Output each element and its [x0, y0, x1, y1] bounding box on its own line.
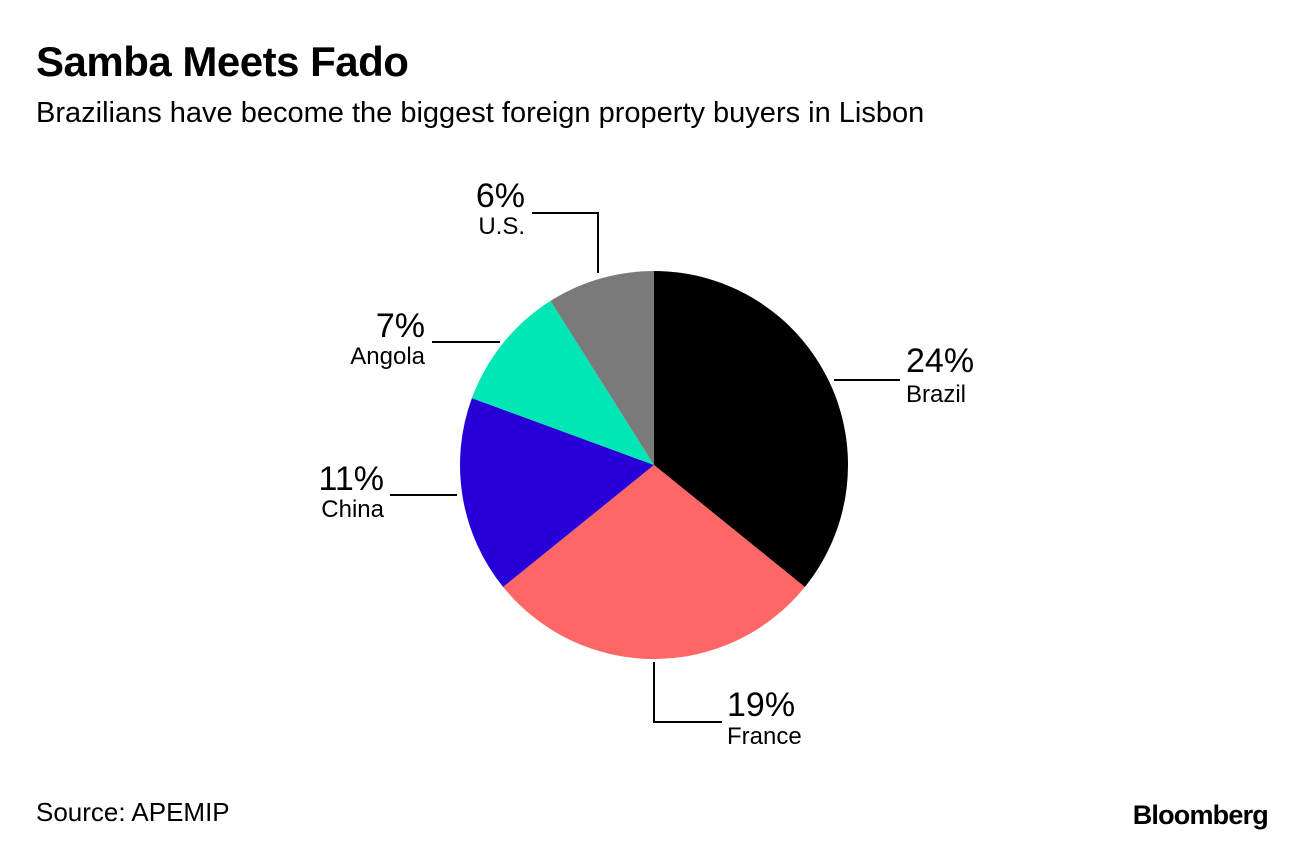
pie-slice-angola [471, 300, 654, 465]
slice-label-brazil: Brazil [906, 381, 966, 408]
slice-value-china: 11% [318, 460, 384, 498]
pie-slice-brazil [654, 271, 848, 587]
slice-labels: 24%Brazil 19%France 11%China 7%Angola 6%U.S. [318, 177, 974, 750]
pie-slices [460, 271, 848, 659]
slice-value-u-s: 6% [476, 177, 525, 215]
slice-label-angola: Angola [350, 343, 425, 370]
pie-slice-china [460, 398, 654, 587]
chart-title: Samba Meets Fado [36, 38, 409, 85]
pie-slice-u-s [550, 271, 654, 465]
slice-value-france: 19% [727, 686, 795, 724]
leader-line-france [653, 662, 722, 723]
slice-label-china: China [321, 496, 384, 523]
source-note: Source: APEMIP [36, 797, 230, 827]
bloomberg-logo: Bloomberg [1132, 800, 1269, 830]
leader-lines [390, 212, 900, 723]
chart-subtitle: Brazilians have become the biggest forei… [36, 97, 925, 129]
slice-label-france: France [727, 723, 802, 750]
pie-slice-france [503, 465, 805, 659]
slice-value-angola: 7% [376, 307, 425, 345]
slice-value-brazil: 24% [906, 342, 974, 380]
leader-line-u-s [532, 212, 599, 273]
slice-label-u-s: U.S. [478, 213, 525, 240]
